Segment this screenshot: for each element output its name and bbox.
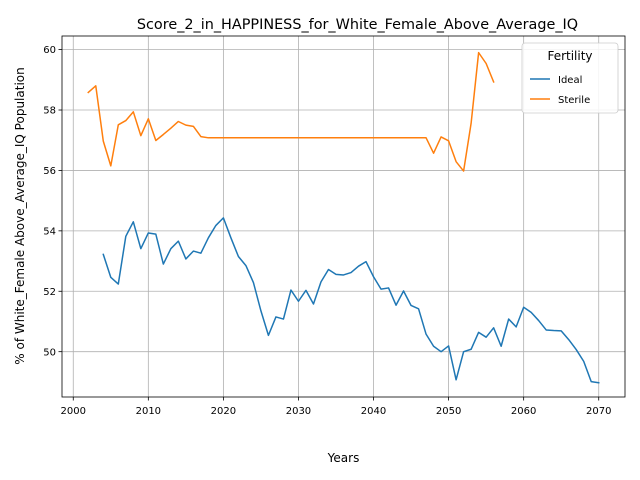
x-tick-label: 2030 [286, 406, 311, 417]
x-tick-label: 2060 [511, 406, 536, 417]
x-tick-label: 2020 [211, 406, 236, 417]
x-axis-label: Years [327, 451, 360, 465]
x-tick-label: 2070 [586, 406, 611, 417]
x-tick-label: 2050 [436, 406, 461, 417]
y-tick-label: 60 [43, 45, 56, 56]
series-line-sterile [87, 51, 495, 172]
series-line-ideal [102, 217, 600, 384]
y-tick-label: 52 [43, 287, 56, 298]
y-axis-label: % of White_Female Above_Average_IQ Popul… [13, 67, 27, 364]
legend-title: Fertility [547, 49, 592, 63]
chart-title: Score_2_in_HAPPINESS_for_White_Female_Ab… [137, 17, 578, 33]
plot-frame [61, 35, 626, 398]
y-tick-label: 50 [43, 347, 56, 358]
plot-lines [87, 51, 600, 384]
legend-box [521, 42, 619, 114]
x-axis: 2000 2010 2020 2030 2040 2050 2060 2070 [61, 397, 611, 417]
x-tick-label: 2010 [136, 406, 161, 417]
x-tick-label: 2040 [361, 406, 386, 417]
y-axis: 50 52 54 56 58 60 [43, 45, 62, 358]
legend-label-ideal: Ideal [558, 75, 582, 86]
legend: Fertility Ideal Sterile [521, 42, 619, 114]
legend-label-sterile: Sterile [558, 95, 590, 106]
y-tick-label: 56 [43, 166, 56, 177]
y-tick-label: 54 [43, 226, 56, 237]
x-tick-label: 2000 [61, 406, 86, 417]
y-tick-label: 58 [43, 106, 56, 117]
